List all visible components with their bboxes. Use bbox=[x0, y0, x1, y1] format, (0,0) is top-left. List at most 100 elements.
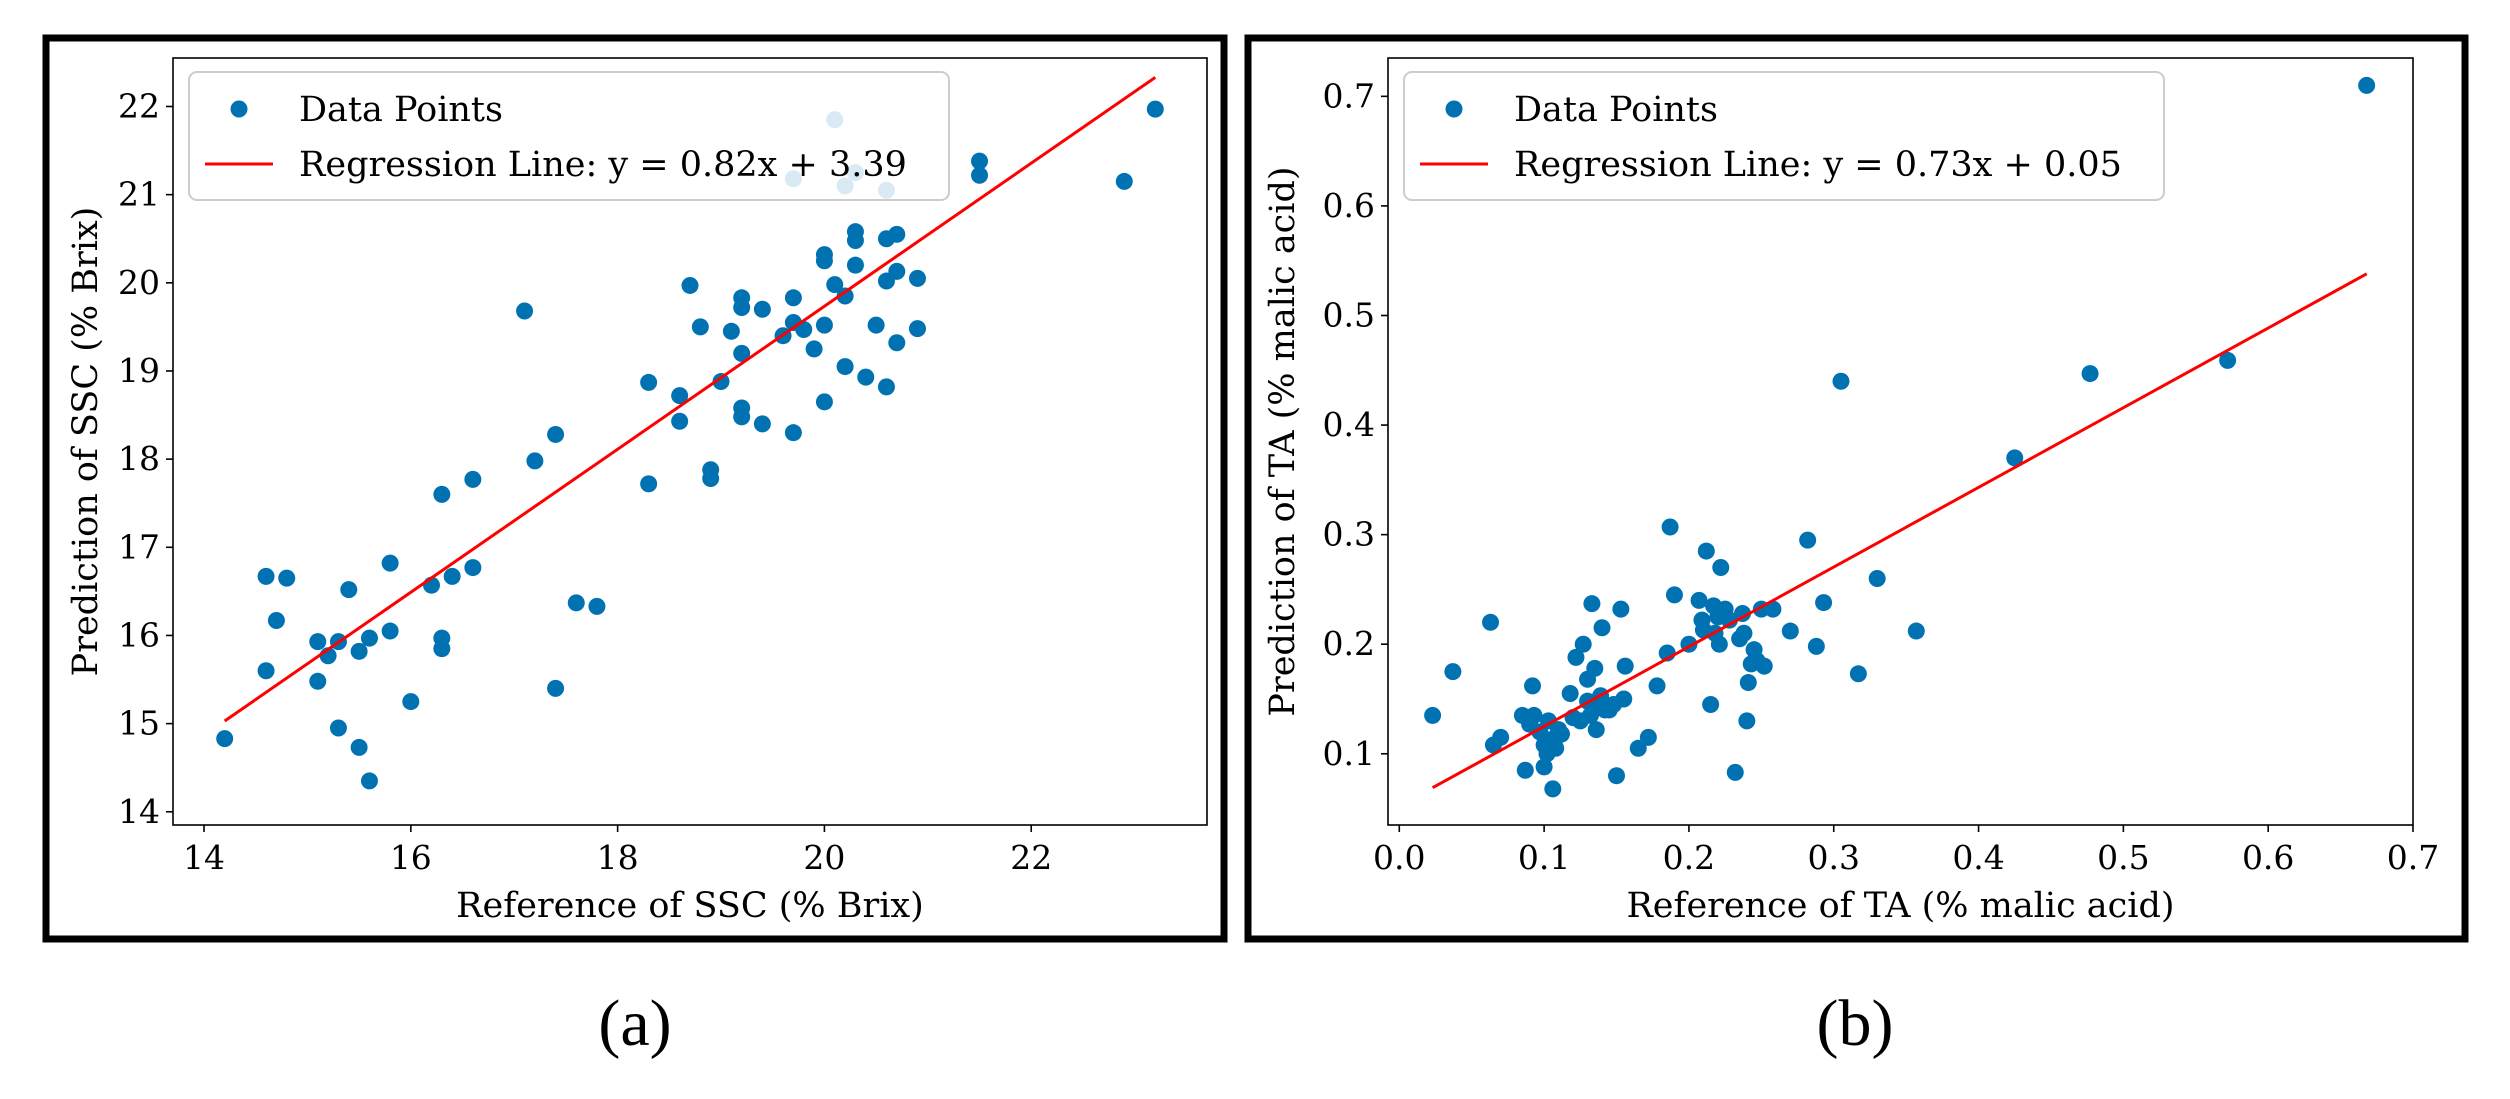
y-tick-label: 0.5 bbox=[1323, 295, 1375, 334]
data-point bbox=[1832, 372, 1850, 390]
data-point bbox=[1734, 605, 1752, 623]
data-point bbox=[526, 452, 544, 470]
data-point bbox=[1807, 637, 1825, 655]
data-point bbox=[350, 738, 368, 756]
data-point bbox=[567, 594, 585, 612]
data-point bbox=[1587, 721, 1605, 739]
panel-b: 0.0 0.1 0.2 0.3 0.4 0.5 0.6 0.7 0.1 0.2 0.3 0.4 0.5 0… bbox=[1244, 34, 2469, 1060]
data-point bbox=[516, 302, 534, 320]
data-point bbox=[2081, 365, 2099, 383]
data-point bbox=[2219, 351, 2237, 369]
y-tick-label: 0.6 bbox=[1323, 186, 1375, 225]
y-tick-label: 14 bbox=[118, 792, 160, 831]
data-point bbox=[329, 719, 347, 737]
data-point bbox=[971, 152, 989, 170]
data-point bbox=[877, 378, 895, 396]
data-point bbox=[547, 425, 565, 443]
data-point bbox=[805, 340, 823, 358]
data-point bbox=[784, 424, 802, 442]
data-point bbox=[815, 393, 833, 411]
y-tick-label: 0.3 bbox=[1323, 515, 1375, 554]
data-point bbox=[1424, 706, 1442, 724]
y-tick-label: 21 bbox=[118, 175, 160, 214]
data-point bbox=[836, 287, 854, 305]
data-point bbox=[1492, 728, 1510, 746]
panel-label: (a) bbox=[598, 987, 671, 1060]
x-tick-label: 22 bbox=[1010, 838, 1052, 877]
data-point bbox=[1665, 586, 1683, 604]
x-tick-label: 20 bbox=[803, 838, 845, 877]
data-point bbox=[1586, 659, 1604, 677]
data-point bbox=[1593, 619, 1611, 637]
legend-box bbox=[188, 71, 950, 201]
data-point bbox=[360, 629, 378, 647]
data-point bbox=[753, 415, 771, 433]
x-axis-label: Reference of TA (% malic acid) bbox=[1626, 886, 2174, 926]
data-point bbox=[971, 166, 989, 184]
data-point bbox=[350, 642, 368, 660]
y-tick-label: 0.2 bbox=[1323, 624, 1375, 663]
data-point bbox=[681, 276, 699, 294]
x-tick-label: 0.4 bbox=[1952, 838, 2004, 877]
data-point bbox=[733, 408, 751, 426]
data-point bbox=[278, 569, 296, 587]
data-point bbox=[1720, 611, 1738, 629]
data-point bbox=[1702, 695, 1720, 713]
y-tick-label: 0.4 bbox=[1323, 405, 1375, 444]
panel-label: (b) bbox=[1817, 987, 1894, 1060]
x-tick-label: 0.1 bbox=[1518, 838, 1570, 877]
data-point bbox=[1661, 518, 1679, 536]
data-point bbox=[867, 316, 885, 334]
y-tick-label: 19 bbox=[118, 351, 160, 390]
regression-line bbox=[223, 76, 1157, 723]
data-point bbox=[671, 412, 689, 430]
data-point bbox=[1799, 531, 1817, 549]
data-point bbox=[267, 611, 285, 629]
data-point bbox=[826, 276, 844, 294]
data-point bbox=[815, 252, 833, 270]
data-point bbox=[1612, 600, 1630, 618]
x-tick-label: 0.3 bbox=[1807, 838, 1859, 877]
panel-a: 14 16 18 20 22 14 15 16 17 18 19 20 21 22 Reference of… bbox=[42, 34, 1228, 1060]
data-point bbox=[888, 334, 906, 352]
data-point bbox=[722, 322, 740, 340]
data-point bbox=[1567, 648, 1585, 666]
data-point bbox=[888, 262, 906, 280]
data-point bbox=[1524, 677, 1542, 695]
data-point bbox=[547, 679, 565, 697]
y-axis-label: Prediction of TA (% malic acid) bbox=[1263, 166, 1303, 716]
data-point bbox=[464, 470, 482, 488]
data-point bbox=[836, 358, 854, 376]
y-tick-label: 0.1 bbox=[1323, 734, 1375, 773]
data-point bbox=[1726, 763, 1744, 781]
data-point bbox=[1146, 100, 1164, 118]
legend-marker-points bbox=[1445, 100, 1463, 118]
y-tick-label: 18 bbox=[118, 439, 160, 478]
data-point bbox=[857, 368, 875, 386]
data-point bbox=[702, 470, 720, 488]
data-point bbox=[1712, 559, 1730, 577]
data-point bbox=[1755, 657, 1773, 675]
data-point bbox=[1544, 780, 1562, 798]
data-point bbox=[1648, 677, 1666, 695]
data-point bbox=[1608, 767, 1626, 785]
data-point bbox=[1907, 622, 1925, 640]
data-point bbox=[443, 567, 461, 585]
data-point bbox=[1615, 690, 1633, 708]
data-point bbox=[1764, 600, 1782, 618]
legend-label-points: Data Points bbox=[1514, 90, 1718, 130]
data-point bbox=[433, 640, 451, 658]
data-point bbox=[733, 344, 751, 362]
data-point bbox=[846, 256, 864, 274]
y-tick-label: 15 bbox=[118, 704, 160, 743]
regression-line bbox=[1431, 272, 2368, 790]
data-point bbox=[1697, 542, 1715, 560]
data-point bbox=[1690, 591, 1708, 609]
data-point bbox=[464, 559, 482, 577]
data-point bbox=[671, 387, 689, 405]
y-tick-label: 17 bbox=[118, 527, 160, 566]
data-point bbox=[2358, 76, 2376, 94]
panel-frame bbox=[42, 34, 1228, 943]
data-point bbox=[1781, 622, 1799, 640]
data-point bbox=[1639, 728, 1657, 746]
